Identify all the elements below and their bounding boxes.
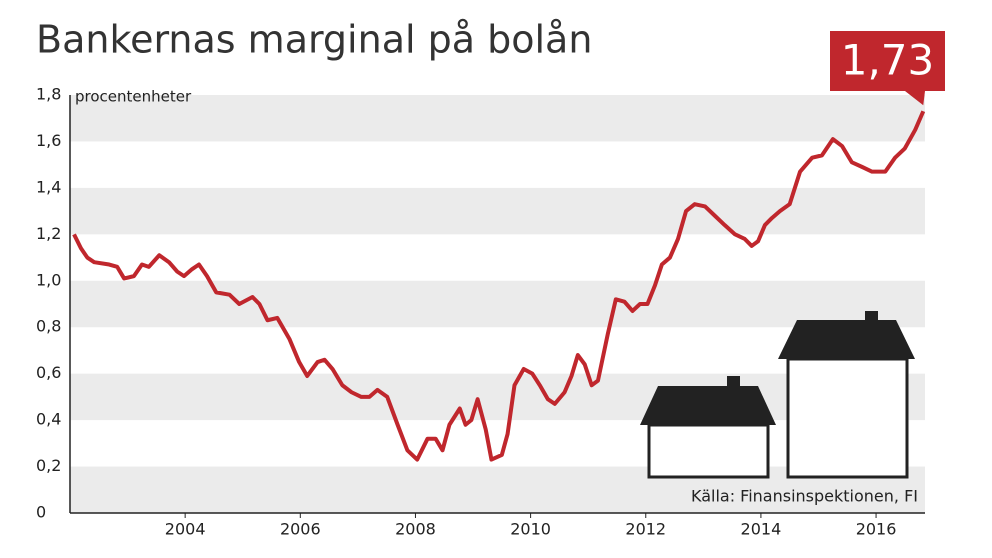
- x-tick-label: 2014: [741, 520, 782, 539]
- y-tick-label: 1,8: [36, 85, 61, 104]
- line: [72, 110, 926, 462]
- y-tick-label: 0,4: [36, 410, 61, 429]
- grid: [70, 95, 925, 513]
- chimney: [727, 376, 740, 388]
- y-tick-label: 0,6: [36, 363, 61, 382]
- grid-band: [70, 95, 925, 142]
- x-tick-label: 2004: [165, 520, 206, 539]
- y-tick-label: 1,4: [36, 177, 61, 196]
- y-tick-label: 1,0: [36, 270, 61, 289]
- house-roof: [640, 386, 776, 425]
- grid-band: [70, 373, 925, 421]
- y-tick-label: 1,6: [36, 131, 61, 150]
- source: Källa: Finansinspektionen, FI: [691, 487, 918, 506]
- chart-title: Bankernas marginal på bolån: [36, 18, 592, 62]
- house-wall: [647, 423, 770, 479]
- y-axis-label: procentenheter: [75, 88, 192, 106]
- y-tick-label: 1,2: [36, 224, 61, 243]
- house-roof: [778, 320, 915, 359]
- x-tick-label: 2010: [510, 520, 551, 539]
- y-tick-label: 0,2: [36, 456, 61, 475]
- x-tick-label: 2012: [625, 520, 666, 539]
- y-tick-label: 0,8: [36, 317, 61, 336]
- x-tick-label: 2008: [395, 520, 436, 539]
- grid-band: [70, 466, 925, 513]
- houses: [640, 311, 915, 479]
- x-tick-label: 2016: [856, 520, 897, 539]
- callout-label: 1,73: [841, 36, 935, 85]
- grid-band: [70, 280, 925, 328]
- house-wall: [786, 357, 909, 479]
- callout-box: [830, 31, 945, 106]
- chimney: [865, 311, 878, 322]
- grid-band: [70, 187, 925, 235]
- y-tick-label: 0: [36, 503, 46, 522]
- x-tick-label: 2006: [280, 520, 321, 539]
